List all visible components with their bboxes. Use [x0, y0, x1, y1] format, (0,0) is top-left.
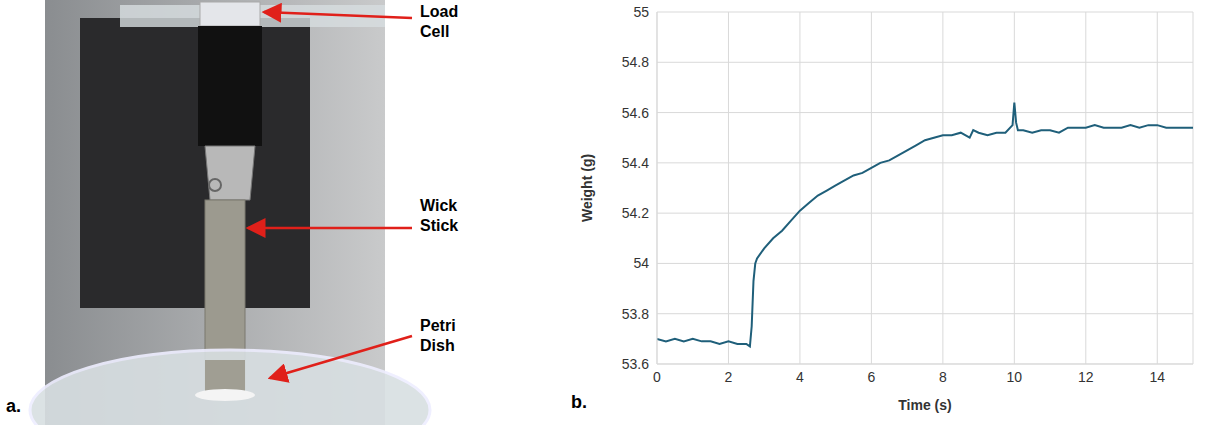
svg-text:8: 8: [939, 369, 947, 385]
svg-text:6: 6: [868, 369, 876, 385]
svg-text:53.8: 53.8: [622, 306, 649, 322]
svg-text:0: 0: [653, 369, 661, 385]
svg-text:54.4: 54.4: [622, 155, 649, 171]
svg-text:12: 12: [1078, 369, 1094, 385]
html-text:b.: b.: [571, 392, 587, 412]
html-text:a.: a.: [6, 396, 21, 416]
html-text:Petri: Petri: [420, 317, 456, 334]
svg-text:4: 4: [796, 369, 804, 385]
html-text:Wick: Wick: [420, 197, 458, 214]
svg-text:54: 54: [633, 255, 649, 271]
svg-text:Time (s): Time (s): [898, 397, 951, 413]
svg-text:10: 10: [1007, 369, 1023, 385]
html-text:Cell: Cell: [420, 23, 450, 40]
svg-text:55: 55: [633, 4, 649, 20]
html-text:Load: Load: [420, 3, 459, 20]
svg-text:54.2: 54.2: [622, 205, 649, 221]
svg-text:54.6: 54.6: [622, 105, 649, 121]
svg-text:14: 14: [1149, 369, 1165, 385]
svg-text:Weight (g): Weight (g): [579, 154, 595, 222]
svg-text:53.6: 53.6: [622, 356, 649, 372]
html-text:Dish: Dish: [420, 337, 455, 354]
svg-text:2: 2: [725, 369, 733, 385]
svg-text:54.8: 54.8: [622, 54, 649, 70]
html-text:Stick: Stick: [420, 217, 459, 234]
